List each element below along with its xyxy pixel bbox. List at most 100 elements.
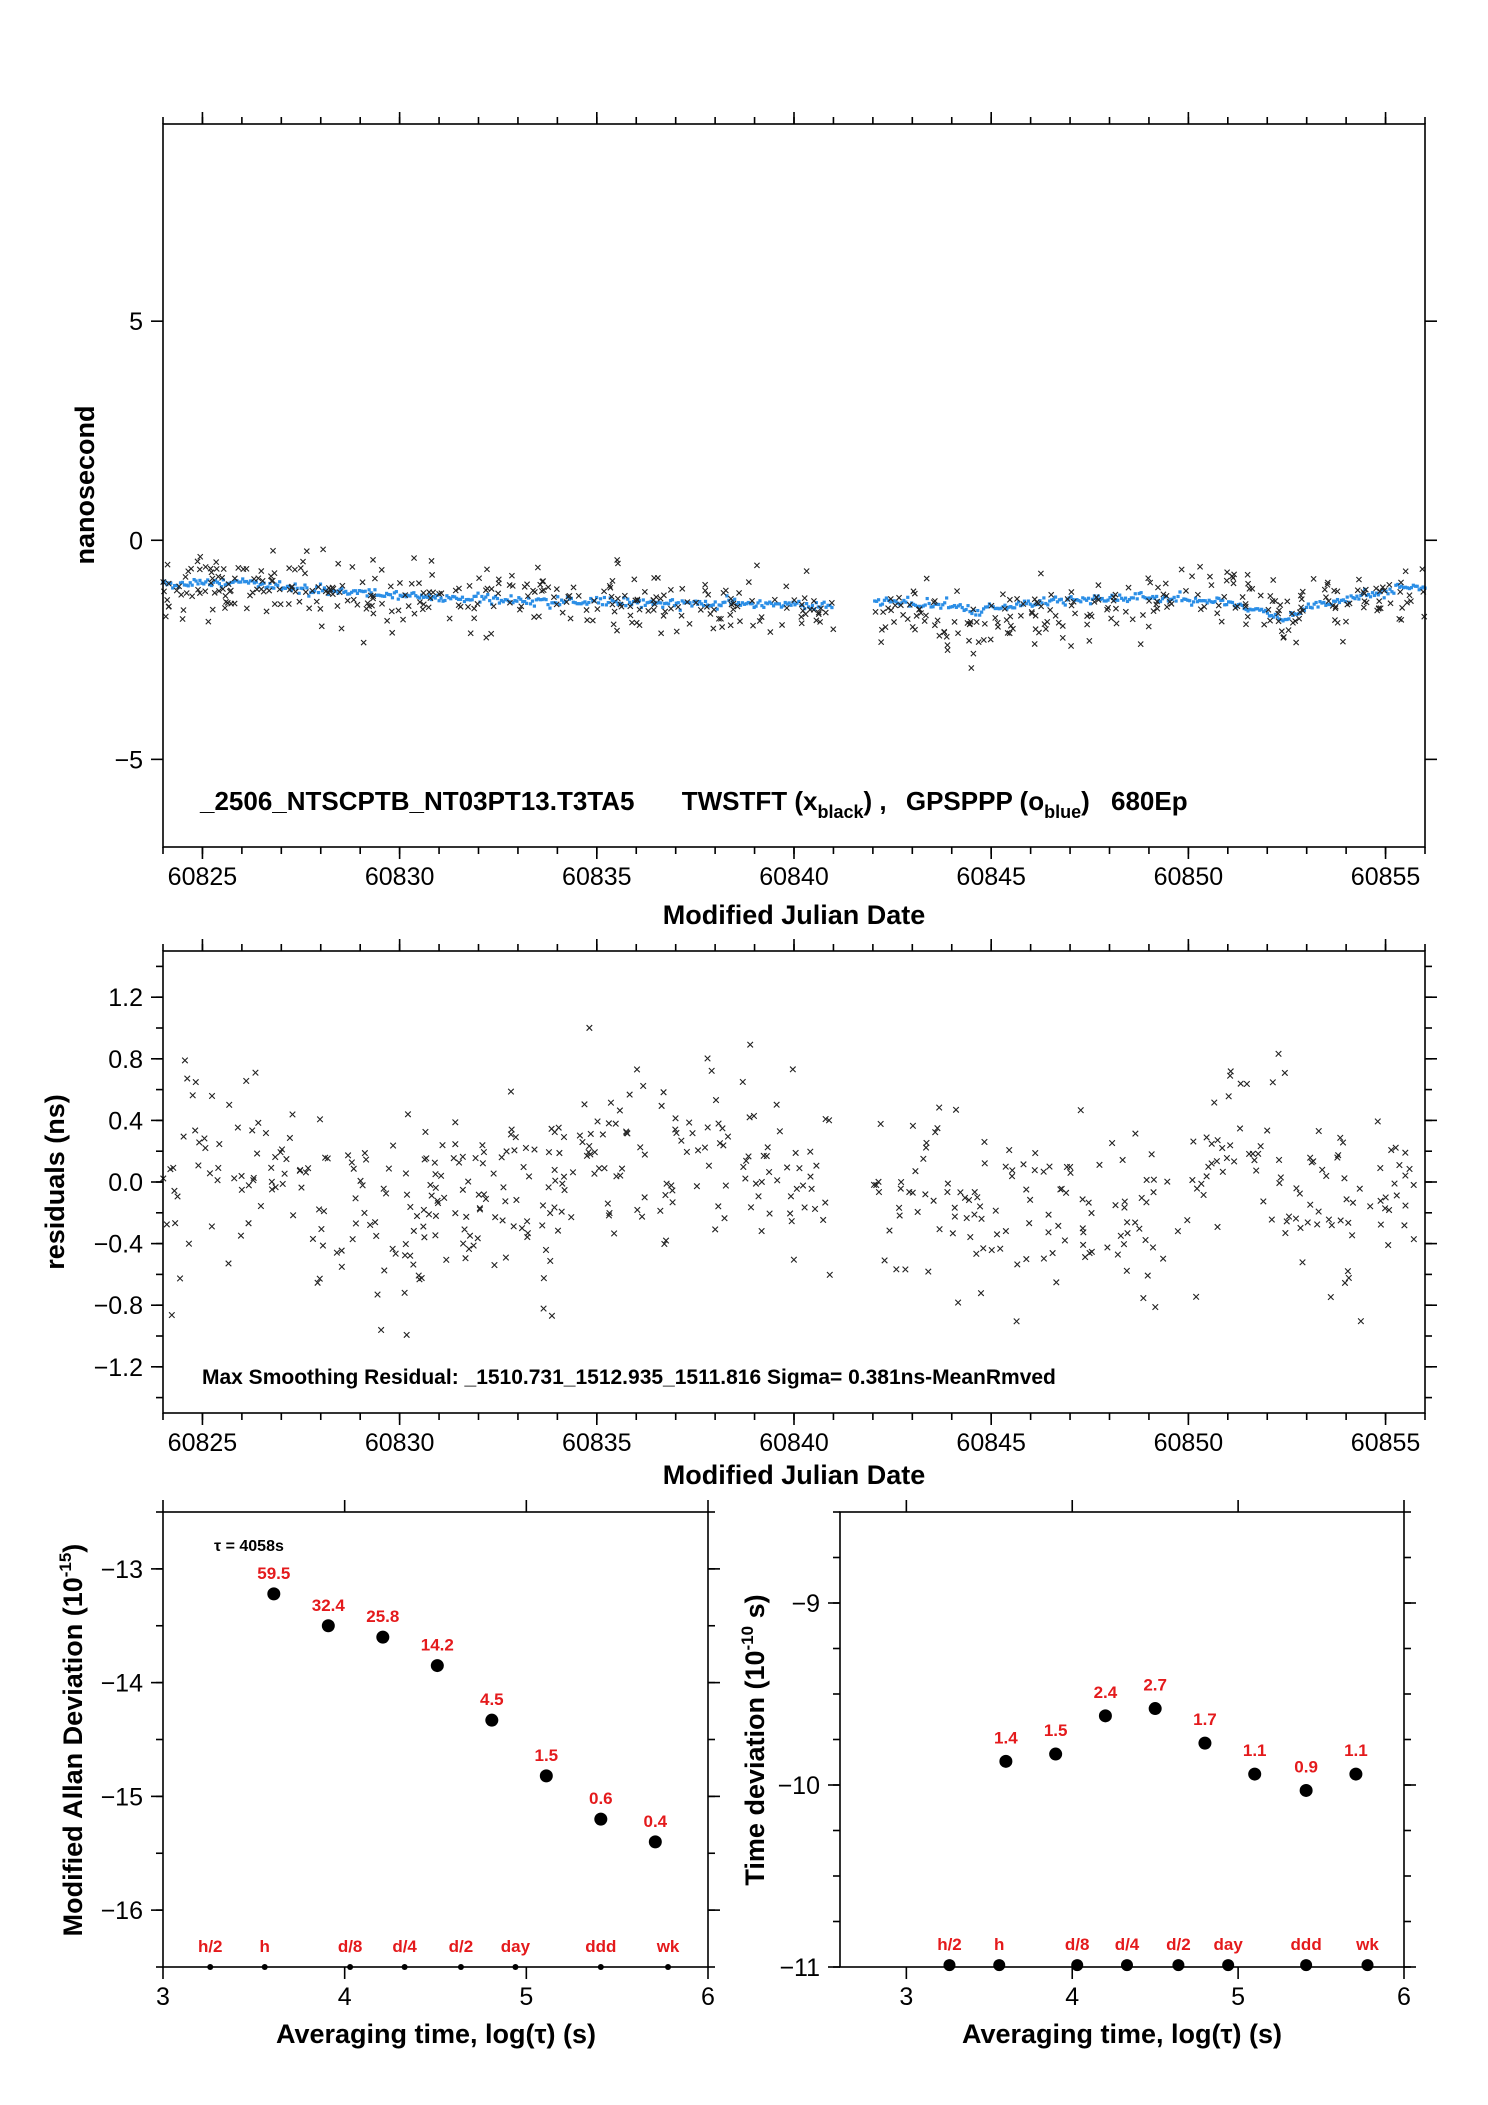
residual-point — [1344, 1268, 1352, 1275]
twstft-point — [378, 566, 385, 573]
twstft-point — [798, 601, 805, 608]
x-tick-label: 60825 — [168, 863, 238, 891]
residual-point — [163, 1221, 171, 1228]
residual-point — [1304, 1219, 1311, 1226]
gpsppp-point — [526, 596, 531, 600]
residual-point — [1150, 1176, 1158, 1183]
residual-point — [262, 1129, 270, 1137]
y-tick-label: 0.8 — [108, 1046, 143, 1074]
gpsppp-point — [313, 589, 317, 593]
twstft-point — [584, 617, 591, 624]
gpsppp-point — [396, 597, 400, 601]
twstft-point — [263, 608, 270, 615]
gpsppp-point — [1190, 603, 1194, 607]
residual-point — [465, 1245, 473, 1253]
gpsppp-point — [941, 603, 945, 607]
residual-point — [482, 1195, 490, 1203]
residual-point — [189, 1092, 196, 1099]
twstft-point — [1360, 588, 1367, 595]
twstft-point — [1267, 617, 1274, 624]
twstft-point — [320, 546, 327, 553]
twstft-point — [1296, 609, 1303, 616]
twstft-point — [213, 565, 220, 572]
twstft-point — [944, 642, 951, 649]
residual-point — [1057, 1186, 1064, 1193]
twstft-point — [975, 639, 982, 646]
gpsppp-point — [1293, 612, 1297, 616]
twstft-point — [992, 614, 999, 621]
tau-reference-point — [1300, 1959, 1313, 1972]
residual-point — [1150, 1189, 1157, 1196]
twstft-point — [614, 627, 621, 634]
residual-point — [531, 1146, 538, 1153]
gpsppp-point — [736, 601, 741, 605]
residual-point — [1192, 1293, 1200, 1301]
deviation-point-label: 0.6 — [589, 1789, 613, 1808]
twstft-point — [614, 556, 621, 563]
twstft-point — [208, 569, 215, 576]
y-tick-label: −9 — [791, 1590, 820, 1618]
twstft-point — [783, 583, 790, 590]
residual-point — [434, 1199, 442, 1207]
twstft-point — [1155, 584, 1161, 591]
tau-reference-label: d/2 — [1166, 1935, 1191, 1954]
residual-point — [475, 1191, 482, 1198]
residual-point — [507, 1088, 515, 1095]
residual-point — [318, 1225, 325, 1233]
gpsppp-point — [1086, 596, 1091, 600]
gpsppp-point — [1240, 603, 1244, 607]
twstft-point — [1375, 605, 1382, 612]
gpsppp-point — [433, 596, 437, 600]
twstft-point — [1323, 594, 1329, 601]
residual-point — [641, 1151, 649, 1158]
twstft-point — [1070, 598, 1077, 605]
mdev-y-axis-label: Modified Allan Deviation (10-15) — [56, 1544, 88, 1937]
twstft-point — [1068, 602, 1075, 609]
tau-reference-point — [347, 1964, 354, 1970]
gpsppp-point — [595, 595, 599, 600]
residual-point — [932, 1129, 939, 1136]
gpsppp-point — [289, 588, 293, 593]
twstft-point — [195, 586, 202, 593]
residual-point — [333, 1249, 341, 1256]
gpsppp-point — [1151, 594, 1155, 599]
gpsppp-point — [544, 598, 548, 602]
gpsppp-point — [668, 598, 673, 603]
gpsppp-point — [245, 579, 249, 584]
twstft-point — [197, 553, 204, 560]
gpsppp-point — [805, 601, 809, 606]
gpsppp-point — [1256, 607, 1260, 611]
gpsppp-point — [1275, 615, 1279, 619]
gpsppp-point — [793, 603, 797, 607]
tau-reference-label: ddd — [1291, 1935, 1322, 1954]
twstft-point — [1284, 598, 1291, 605]
twstft-point — [420, 589, 427, 596]
gpsppp-point — [647, 600, 651, 604]
gpsppp-point — [1279, 618, 1283, 622]
gpsppp-point — [1291, 613, 1295, 618]
residual-point — [591, 1149, 599, 1156]
residual-point — [685, 1119, 693, 1126]
deviation-point — [1049, 1747, 1063, 1761]
residual-point — [171, 1187, 178, 1195]
x-tick-label: 60845 — [956, 1429, 1026, 1457]
gpsppp-point — [748, 602, 752, 606]
gpsppp-point — [1188, 599, 1192, 603]
twstft-point — [1293, 639, 1300, 646]
gpsppp-point — [239, 580, 243, 584]
residual-point — [1237, 1080, 1244, 1087]
twstft-point — [350, 596, 357, 603]
twstft-point — [402, 592, 409, 599]
twstft-point — [1230, 574, 1237, 581]
phase-twstft-label: TWSTFT (x — [682, 786, 818, 816]
residual-point — [934, 1124, 941, 1132]
gpsppp-point — [243, 580, 247, 584]
x-tick-label: 60840 — [759, 863, 829, 891]
gpsppp-point — [787, 601, 791, 605]
gpsppp-point — [248, 579, 253, 583]
gpsppp-point — [1267, 614, 1272, 618]
residual-point — [371, 1219, 379, 1226]
twstft-point — [1361, 598, 1368, 605]
deviation-point — [321, 1619, 335, 1633]
gpsppp-point — [340, 587, 344, 591]
